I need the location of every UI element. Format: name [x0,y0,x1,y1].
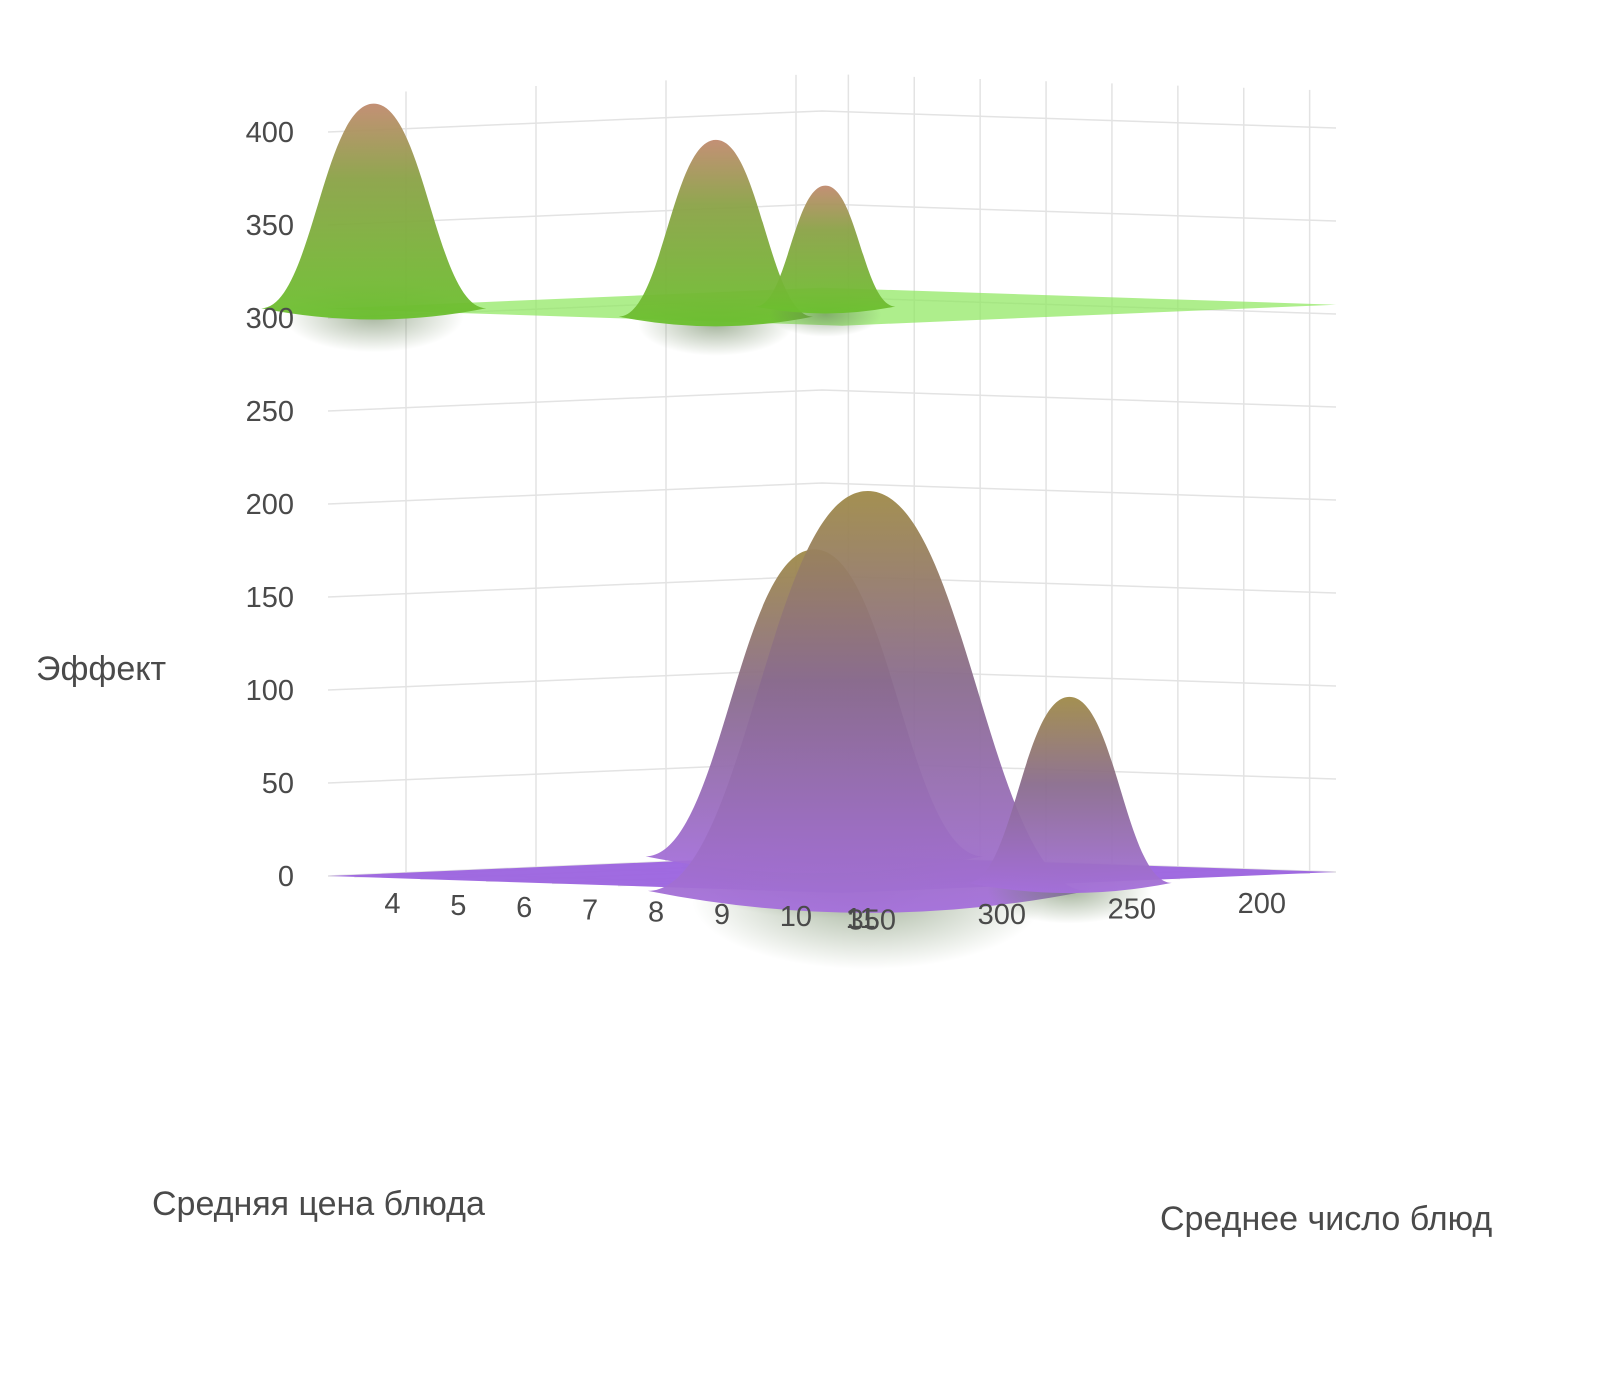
y-tick-5: 5 [450,890,466,922]
gridline-z-400 [327,110,1337,133]
z-tick-250: 250 [246,396,294,428]
z-tick-100: 100 [246,675,294,707]
y-tick-6: 6 [516,892,532,924]
x-axis-title: Средняя цена блюда [152,1185,485,1223]
y-axis-title: Среднее число блюд [1160,1200,1492,1238]
y-tick-10: 10 [780,901,812,933]
z-tick-50: 50 [262,768,294,800]
y-tick-11: 11 [846,903,876,935]
x-tick-250: 250 [1108,894,1156,926]
surface-peak-0-1 [618,139,814,327]
surface-series-1 [328,491,1336,970]
z-tick-300: 300 [246,303,294,335]
z-tick-0: 0 [278,861,294,893]
surface-peak-1-2 [967,696,1172,894]
surface-peak-1-1 [647,491,1088,913]
label-layer: 0 50 100 150 200 250 300 350 400 200 250 300 350 4 5 6 7… [36,117,1492,1238]
gridline-z-250 [327,389,1337,412]
z-axis-title: Эффект [36,650,166,688]
z-tick-150: 150 [246,582,294,614]
surface-peak-0-0 [261,103,487,320]
surface-peak-0-2 [755,185,896,314]
gridline-z-200 [327,482,1337,505]
x-tick-200: 200 [1238,888,1286,920]
z-tick-350: 350 [246,210,294,242]
z-tick-400: 400 [246,117,294,149]
y-tick-7: 7 [582,894,598,926]
x-tick-350: 350 [848,905,896,937]
surface-layer [261,103,1336,970]
z-tick-200: 200 [246,489,294,521]
y-tick-4: 4 [384,888,400,920]
surface-series-0 [261,103,1336,356]
x-tick-300: 300 [978,899,1026,931]
y-tick-9: 9 [714,899,730,931]
y-tick-8: 8 [648,897,664,929]
